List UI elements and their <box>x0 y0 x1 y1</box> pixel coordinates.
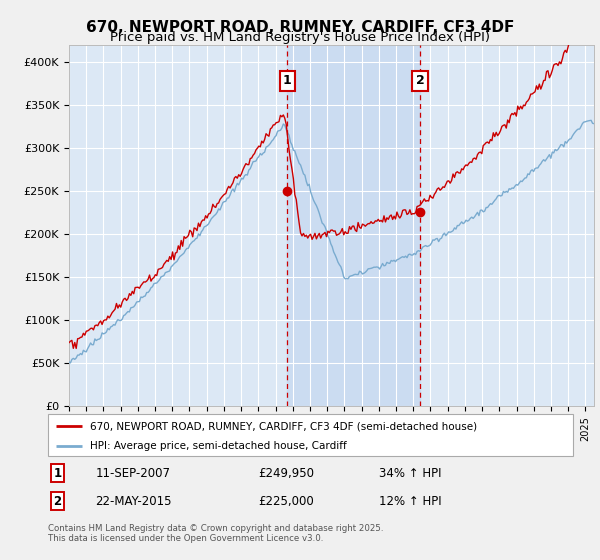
Text: 670, NEWPORT ROAD, RUMNEY, CARDIFF, CF3 4DF (semi-detached house): 670, NEWPORT ROAD, RUMNEY, CARDIFF, CF3 … <box>90 421 477 431</box>
Text: £249,950: £249,950 <box>258 466 314 479</box>
FancyBboxPatch shape <box>48 414 573 456</box>
Text: 670, NEWPORT ROAD, RUMNEY, CARDIFF, CF3 4DF: 670, NEWPORT ROAD, RUMNEY, CARDIFF, CF3 … <box>86 20 514 35</box>
Text: 12% ↑ HPI: 12% ↑ HPI <box>379 495 442 508</box>
Text: £225,000: £225,000 <box>258 495 314 508</box>
Text: 34% ↑ HPI: 34% ↑ HPI <box>379 466 441 479</box>
Text: 2: 2 <box>416 74 424 87</box>
Text: 1: 1 <box>283 74 292 87</box>
Text: Price paid vs. HM Land Registry's House Price Index (HPI): Price paid vs. HM Land Registry's House … <box>110 31 490 44</box>
Text: 2: 2 <box>53 495 62 508</box>
Bar <box>287 45 420 406</box>
Text: 22-MAY-2015: 22-MAY-2015 <box>95 495 172 508</box>
Text: 11-SEP-2007: 11-SEP-2007 <box>95 466 170 479</box>
Text: 1: 1 <box>53 466 62 479</box>
Text: HPI: Average price, semi-detached house, Cardiff: HPI: Average price, semi-detached house,… <box>90 441 347 451</box>
Text: Contains HM Land Registry data © Crown copyright and database right 2025.
This d: Contains HM Land Registry data © Crown c… <box>48 524 383 543</box>
